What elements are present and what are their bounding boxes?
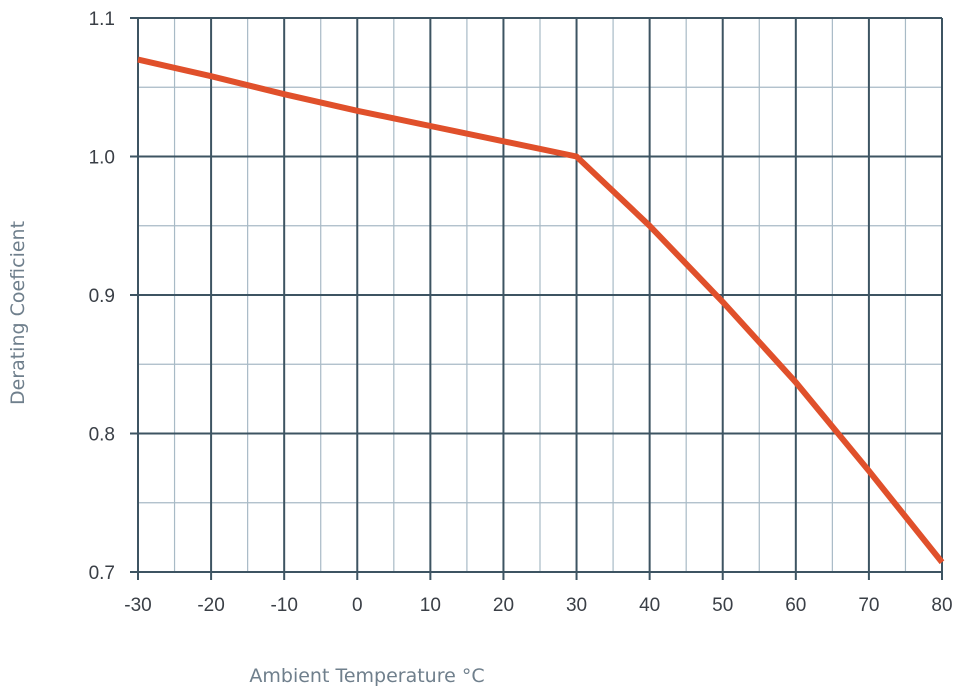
x-tick-label: -10 — [270, 595, 297, 616]
x-axis-ticks: -30 -20 -10 0 10 20 30 40 50 60 70 80 — [124, 595, 952, 616]
x-tick-label: 0 — [352, 595, 363, 616]
y-tick-label: 0.9 — [89, 286, 115, 307]
x-tick-label: 20 — [493, 595, 514, 616]
x-axis-title: Ambient Temperature °C — [249, 665, 484, 687]
x-tick-label: 60 — [785, 595, 806, 616]
x-tick-label: 50 — [712, 595, 733, 616]
x-tick-label: 80 — [931, 595, 952, 616]
x-tick-label: 30 — [566, 595, 587, 616]
x-tick-label: 40 — [639, 595, 660, 616]
y-tick-label: 0.7 — [89, 563, 115, 584]
y-axis-title: Derating Coeficient — [7, 221, 29, 405]
major-grid — [130, 17, 943, 580]
y-tick-label: 1.0 — [89, 148, 115, 169]
x-tick-label: 10 — [420, 595, 441, 616]
y-tick-label: 1.1 — [89, 9, 115, 30]
x-tick-label: 70 — [858, 595, 879, 616]
x-tick-label: -20 — [197, 595, 224, 616]
y-axis-ticks: 0.7 0.8 0.9 1.0 1.1 — [89, 9, 115, 584]
y-tick-label: 0.8 — [89, 425, 115, 446]
x-tick-label: -30 — [124, 595, 151, 616]
series-layer — [137, 56, 945, 565]
derating-series-line — [137, 56, 945, 565]
